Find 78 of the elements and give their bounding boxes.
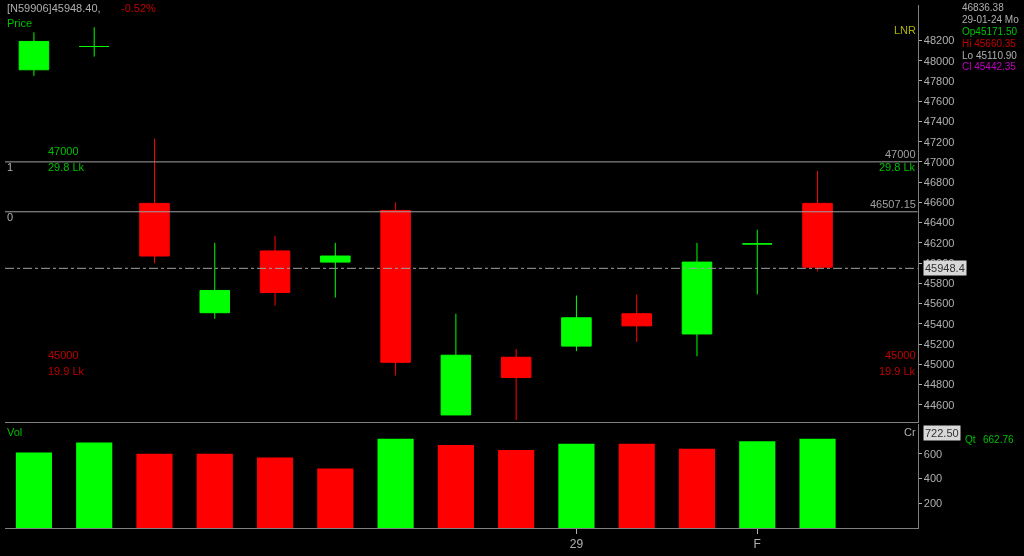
candlestick [78, 26, 110, 58]
x-tick-label: F [753, 537, 761, 552]
y-tick-label: 45400 [923, 317, 955, 330]
bar [196, 453, 233, 528]
text: 722.50 [925, 427, 959, 439]
y-tick-label: 44800 [923, 378, 955, 391]
annotation: 1 [7, 161, 14, 173]
text: Cl 45442.35 [962, 61, 1017, 72]
y-tick-label: 45800 [923, 277, 955, 290]
text: Hi 45660.35 [962, 38, 1017, 49]
bar [558, 443, 595, 528]
x-tick-label: 29 [569, 537, 584, 552]
text: LNR [894, 24, 917, 36]
y-tick-label: 600 [923, 447, 943, 460]
text: 29-01-24 Mo [962, 14, 1020, 25]
text: 662.76 [983, 434, 1015, 445]
y-tick-label: 48200 [923, 34, 955, 47]
candlestick [681, 242, 713, 357]
annotation: Vol [7, 426, 23, 438]
candlestick [621, 293, 652, 343]
y-tick-label: 400 [923, 472, 943, 485]
y-tick-label: 48000 [923, 54, 955, 67]
annotation: Price [7, 17, 33, 29]
bar [317, 468, 354, 528]
text: Lo 45110.90 [962, 50, 1018, 61]
y-tick-label: 45000 [923, 358, 955, 371]
bar [498, 449, 535, 528]
y-tick-label: 45200 [923, 337, 955, 350]
y-tick-label: 47800 [923, 74, 955, 87]
candlestick [380, 201, 411, 376]
bar [678, 448, 716, 528]
candlestick [139, 138, 170, 264]
candlestick [741, 229, 773, 295]
candlestick [440, 313, 472, 416]
text: 46836.38 [962, 2, 1005, 13]
text: Op45171.50 [962, 26, 1018, 37]
y-tick-label: 46800 [923, 175, 955, 188]
chart-title: [N59906]45948.40, [7, 2, 101, 14]
text: 19.9 Lk [879, 365, 916, 377]
chart-subtitle: -0.52% [121, 2, 157, 14]
annotation: 47000 [48, 145, 79, 157]
bar [437, 445, 474, 528]
y-tick-label: 47200 [923, 135, 955, 148]
candlestick [802, 170, 833, 272]
y-tick-label: 46200 [923, 236, 955, 249]
y-tick-label: 200 [923, 497, 943, 510]
y-tick-label: 46400 [923, 216, 955, 229]
y-tick-label: 46600 [923, 196, 955, 209]
text: Qt [965, 434, 976, 445]
bar [618, 443, 655, 528]
bar [76, 442, 113, 528]
y-tick-label: 47000 [923, 155, 955, 168]
ref-line-label: 46507.15 [870, 198, 916, 210]
ref-line-label: 45948.4 [925, 262, 965, 274]
text: Cr [904, 426, 916, 438]
annotation: 0 [7, 211, 14, 223]
candlestick [18, 31, 50, 77]
bar [377, 438, 414, 528]
annotation: 19.9 Lk [48, 365, 85, 377]
candlestick [320, 242, 351, 299]
candlestick [199, 242, 231, 320]
annotation: 45000 [48, 349, 79, 361]
bar [799, 438, 836, 528]
ref-line-label: 47000 [885, 148, 916, 160]
text: 45000 [885, 349, 916, 361]
candlestick [500, 348, 532, 421]
annotation: 29.8 Lk [48, 161, 85, 173]
candlestick [561, 295, 592, 352]
y-tick-label: 44600 [923, 398, 955, 411]
y-tick-label: 47400 [923, 115, 955, 128]
text: 29.8 Lk [879, 161, 916, 173]
candlestick [259, 235, 291, 307]
y-tick-label: 47600 [923, 95, 955, 108]
bar [136, 453, 173, 528]
bar [15, 452, 53, 528]
bar [256, 457, 294, 528]
y-tick-label: 45600 [923, 297, 955, 310]
bar [739, 441, 776, 528]
